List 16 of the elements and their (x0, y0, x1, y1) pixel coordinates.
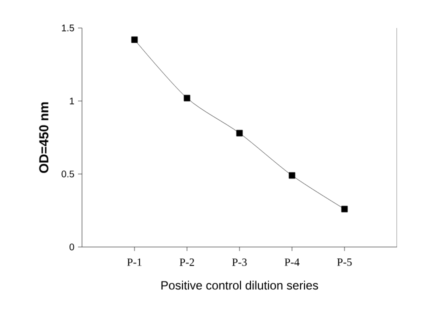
x-tick-label: P-1 (127, 258, 142, 266)
x-tick-label: P-4 (284, 258, 300, 266)
x-axis-title: Positive control dilution series (161, 280, 318, 290)
x-tick-label: P-5 (337, 258, 352, 266)
point (341, 206, 348, 212)
point (236, 130, 243, 136)
point (184, 94, 190, 102)
y-tick-label: 1.5 (62, 24, 74, 32)
y-tick-label: 0.5 (62, 170, 74, 178)
point (288, 172, 296, 179)
y-tick-label: 0 (70, 244, 74, 250)
point (131, 36, 138, 43)
y-axis-title: OD=450 nm (39, 102, 48, 173)
x-tick-label: P-3 (232, 258, 247, 266)
x-tick-label: P-2 (180, 258, 194, 266)
y-tick-label: 1 (70, 98, 74, 104)
